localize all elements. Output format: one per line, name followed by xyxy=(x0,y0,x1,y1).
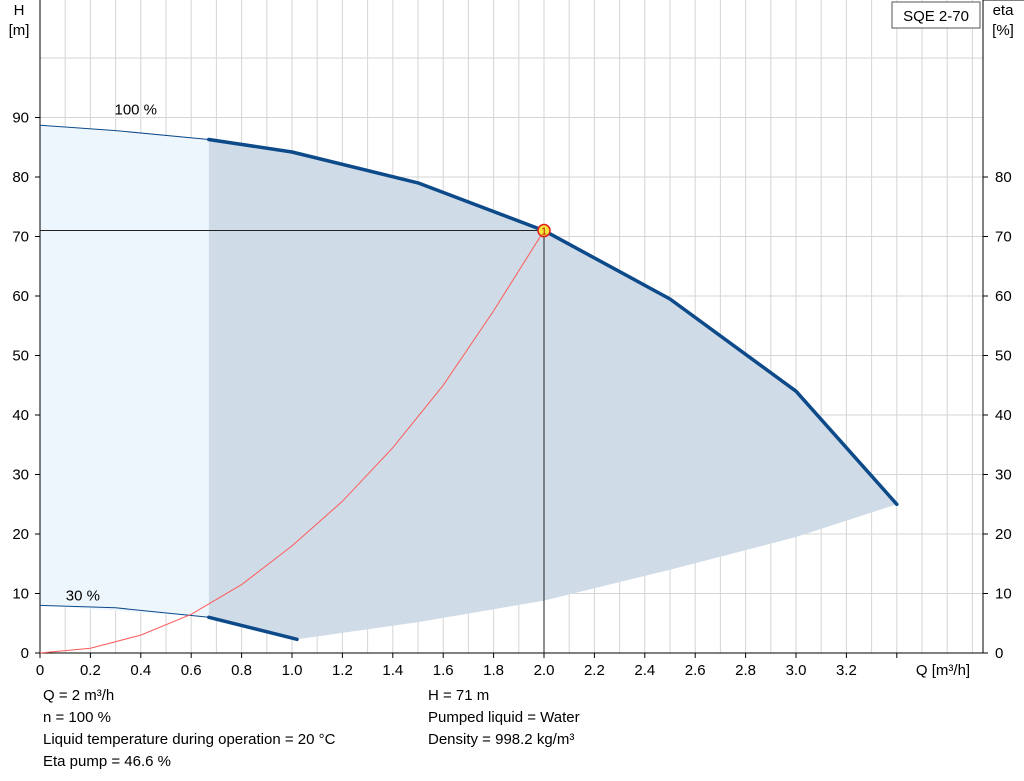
x-tick-label: 3.0 xyxy=(786,662,807,679)
readout-temperature: Liquid temperature during operation = 20… xyxy=(43,731,336,748)
y-right-tick-label: 50 xyxy=(995,348,1012,365)
curve-30-thin xyxy=(39,604,209,618)
y-left-tick-label: 80 xyxy=(12,169,29,186)
x-tick-label: 1.8 xyxy=(483,662,504,679)
x-tick-label: 0 xyxy=(36,662,44,679)
y-axis-right-label-line1: eta xyxy=(993,2,1015,19)
x-tick-label: 0.2 xyxy=(80,662,101,679)
axis-labels: H [m] eta [%] Q [m³/h] SQE 2-70 xyxy=(9,1,1015,679)
x-tick-label: 0.4 xyxy=(130,662,151,679)
y-right-tick-label: 40 xyxy=(995,407,1012,424)
operating-point-marker xyxy=(537,223,551,238)
y-left-tick-label: 60 xyxy=(12,288,29,305)
readout-speed: n = 100 % xyxy=(43,709,111,726)
x-tick-label: 1.6 xyxy=(433,662,454,679)
y-left-tick-label: 20 xyxy=(12,526,29,543)
x-tick-label: 2.2 xyxy=(584,662,605,679)
readout-right: H = 71 m Pumped liquid = Water Density =… xyxy=(428,685,580,751)
readout-left: Q = 2 m³/h n = 100 % Liquid temperature … xyxy=(43,685,335,773)
x-tick-label: 0.8 xyxy=(231,662,252,679)
model-label-box xyxy=(891,1,981,29)
x-tick-label: 2.4 xyxy=(634,662,655,679)
x-tick-label: 1.2 xyxy=(332,662,353,679)
curve-label-30: 30 % xyxy=(66,588,100,605)
curve-label-100: 100 % xyxy=(114,102,157,119)
x-tick-label: 1.0 xyxy=(282,662,303,679)
y-left-tick-label: 70 xyxy=(12,229,29,246)
x-tick-label: 1.4 xyxy=(382,662,403,679)
x-tick-label: 2.8 xyxy=(735,662,756,679)
x-tick-label: 3.2 xyxy=(836,662,857,679)
y-right-tick-label: 0 xyxy=(995,645,1003,662)
x-tick-label: 2.6 xyxy=(685,662,706,679)
curve-30-percent xyxy=(207,615,299,642)
x-tick-label: 2.0 xyxy=(534,662,555,679)
pump-curve-chart: 1 100 % 30 % 0 0.2 0.4 0.6 0.8 1.0 1.2 1.4 1.6 1.8 2… xyxy=(9,0,1024,680)
x-tick-label: 0.6 xyxy=(181,662,202,679)
y-left-tick-label: 0 xyxy=(21,645,29,662)
y-right-tick-label: 10 xyxy=(995,586,1012,603)
y-right-tick-label: 70 xyxy=(995,229,1012,246)
readout-density: Density = 998.2 kg/m³ xyxy=(428,731,575,748)
curve-100-thin xyxy=(39,124,209,140)
y-left-tick-label: 30 xyxy=(12,467,29,484)
y-left-tick-label: 40 xyxy=(12,407,29,424)
y-right-tick-label: 30 xyxy=(995,467,1012,484)
y-left-tick-label: 10 xyxy=(12,586,29,603)
y-right-tick-label: 60 xyxy=(995,288,1012,305)
operating-area xyxy=(40,125,897,640)
y-axis-left-label-line2: [m] xyxy=(9,22,30,39)
y-axis-left-label-line1: H xyxy=(14,2,25,19)
eta-curve xyxy=(39,230,545,654)
operating-point-label: 1 xyxy=(541,227,547,238)
y-left-tick-label: 90 xyxy=(12,110,29,127)
y-left-tick-label: 50 xyxy=(12,348,29,365)
readout-liquid: Pumped liquid = Water xyxy=(428,709,580,726)
full-speed-area xyxy=(208,139,897,640)
tick-labels: 0 0.2 0.4 0.6 0.8 1.0 1.2 1.4 1.6 1.8 2.0 2.2 2.4 2.6… xyxy=(12,110,1011,680)
readout-eta: Eta pump = 46.6 % xyxy=(43,753,171,770)
y-axis-right-label-line2: [%] xyxy=(992,22,1014,39)
x-axis-label: Q [m³/h] xyxy=(916,662,970,679)
y-right-tick-label: 20 xyxy=(995,526,1012,543)
readout-head: H = 71 m xyxy=(428,687,490,704)
y-right-tick-label: 80 xyxy=(995,169,1012,186)
curves: 1 100 % 30 % xyxy=(39,102,899,654)
axes xyxy=(39,0,1024,654)
model-label: SQE 2-70 xyxy=(903,8,969,25)
readout-flow: Q = 2 m³/h xyxy=(43,687,115,704)
light-area xyxy=(40,125,209,618)
